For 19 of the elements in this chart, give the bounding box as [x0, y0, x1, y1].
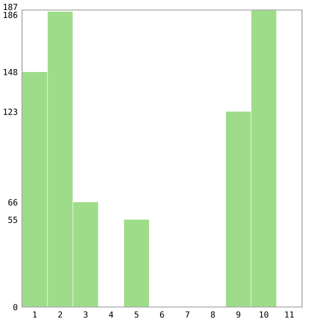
- y-tick-label: 55: [8, 216, 18, 223]
- y-tick-label: 0: [13, 304, 18, 310]
- y-tick-label: 186: [4, 12, 18, 18]
- x-tick-label: 2: [58, 311, 62, 318]
- y-tick-label: 66: [8, 199, 18, 206]
- x-tick-label: 8: [210, 311, 215, 318]
- x-tick-label: 10: [260, 311, 268, 318]
- bar: [124, 220, 150, 307]
- y-tick-label: 123: [4, 108, 18, 115]
- x-tick-label: 1: [33, 311, 37, 318]
- x-tick-label: 4: [109, 311, 114, 318]
- y-tick-label: 148: [4, 68, 18, 76]
- x-tick-label: 11: [285, 311, 294, 318]
- y-tick-label: 187: [4, 4, 18, 10]
- x-tick-label: 5: [134, 311, 138, 318]
- x-tick-label: 6: [160, 311, 164, 318]
- x-tick-label: 7: [186, 311, 190, 318]
- x-tick-label: 3: [84, 311, 88, 318]
- x-tick-label: 9: [236, 311, 240, 318]
